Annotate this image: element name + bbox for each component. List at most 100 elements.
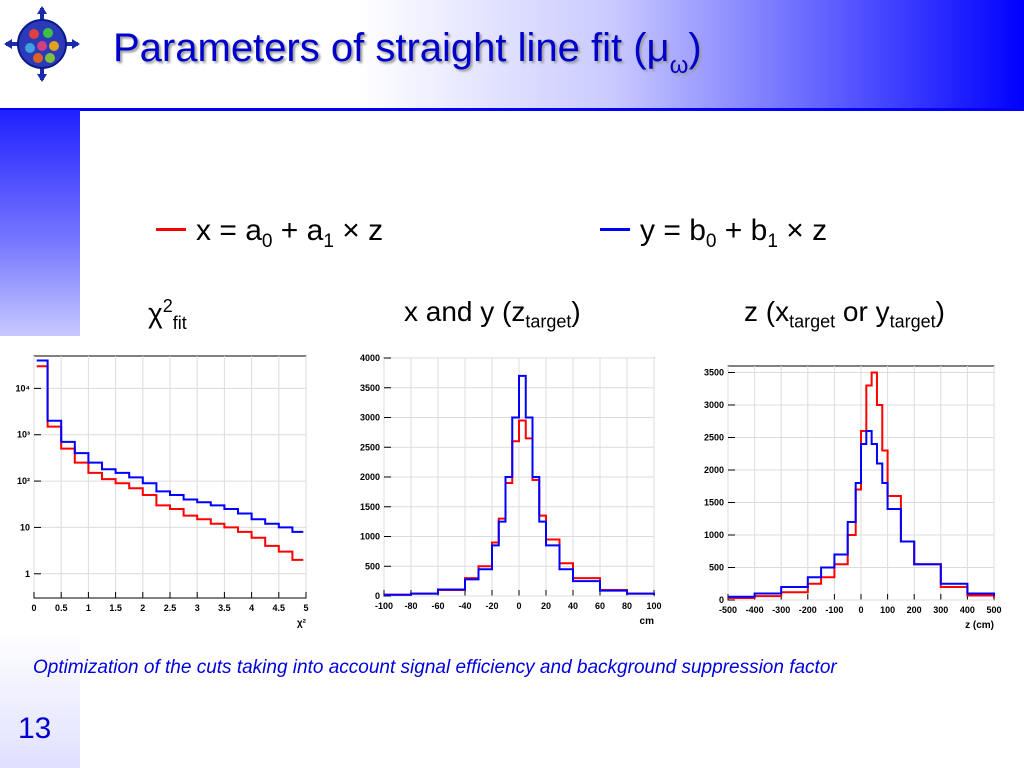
x-tick-label: 0.5 xyxy=(55,603,68,613)
y-tick-label: 1000 xyxy=(704,530,724,540)
x-tick-label: -400 xyxy=(746,605,764,615)
x-tick-label: 80 xyxy=(622,601,632,611)
x-tick-label: 100 xyxy=(646,601,661,611)
series-line-blue xyxy=(384,374,655,596)
page-number: 13 xyxy=(18,712,52,745)
x-tick-label: 400 xyxy=(960,605,975,615)
title-close: ) xyxy=(688,26,702,70)
chi2-label: χ2fit xyxy=(148,296,187,334)
z-label-part: z (x xyxy=(744,296,790,327)
x-axis-label: cm xyxy=(640,616,655,627)
x-tick-label: 0 xyxy=(31,603,36,613)
xy-label-sub: target xyxy=(525,311,572,332)
z-target-histogram-chart: -500 -400 -300 -200 -100 0 100 200 300 400 500 0 500… xyxy=(704,365,1002,631)
y-fit-formula: y = b0 + b1 × z xyxy=(600,214,827,253)
chi2-label-base: χ xyxy=(148,297,163,329)
y-tick-label: 500 xyxy=(365,561,380,571)
z-label: z (xtarget or ytarget) xyxy=(744,296,945,333)
xy-label: x and y (ztarget) xyxy=(404,296,581,333)
x-tick-label: -60 xyxy=(431,601,444,611)
x-tick-label: 100 xyxy=(880,605,895,615)
y-tick-label: 10³ xyxy=(17,430,30,440)
x-fit-formula: x = a0 + a1 × z xyxy=(156,214,383,253)
y-tick-label: 1500 xyxy=(360,502,380,512)
y-tick-label: 4000 xyxy=(360,353,380,363)
x-formula-part: x = a xyxy=(196,214,262,247)
x-tick-label: 0 xyxy=(858,605,863,615)
y-tick-label: 10 xyxy=(20,522,30,532)
chi2-histogram-chart: 0 0.5 1 1.5 2 2.5 3 3.5 4 4.5 5 1 10 10² 10³ 10⁴ χ² xyxy=(16,355,309,629)
x-tick-label: 4.5 xyxy=(273,603,286,613)
y-tick-label: 3500 xyxy=(704,368,724,378)
logo-text: CBM xyxy=(7,84,65,111)
x-tick-label: 3 xyxy=(195,603,200,613)
y-fit-legend-swatch xyxy=(600,227,630,231)
y-tick-label: 1 xyxy=(25,569,30,579)
y-tick-label: 1500 xyxy=(704,498,724,508)
x-formula-part: + a xyxy=(272,214,324,247)
cbm-logo-icon xyxy=(4,6,80,82)
x-tick-label: 4 xyxy=(249,603,254,613)
x-tick-label: 2 xyxy=(140,603,145,613)
y-formula-part: y = b xyxy=(640,214,706,247)
x-tick-label: 200 xyxy=(907,605,922,615)
x-fit-legend-swatch xyxy=(156,227,186,231)
y-formula-part: + b xyxy=(716,214,768,247)
z-label-sub: target xyxy=(789,311,836,332)
x-tick-label: -500 xyxy=(719,605,737,615)
x-tick-label: 1 xyxy=(86,603,91,613)
x-tick-label: -200 xyxy=(799,605,817,615)
y-tick-label: 1000 xyxy=(360,532,380,542)
x-tick-label: 2.5 xyxy=(164,603,177,613)
x-tick-label: -100 xyxy=(825,605,843,615)
y-tick-label: 2000 xyxy=(704,465,724,475)
chi2-label-sup: 2 xyxy=(162,296,173,316)
sidebar-bottom-decoration xyxy=(0,632,80,768)
x-tick-label: 1.5 xyxy=(109,603,122,613)
x-tick-label: 5 xyxy=(303,603,308,613)
y-formula-sub1: 1 xyxy=(767,231,778,252)
x-tick-label: 40 xyxy=(568,601,578,611)
title-subscript: ω xyxy=(669,52,689,79)
y-tick-label: 0 xyxy=(375,591,380,601)
x-tick-label: -300 xyxy=(772,605,790,615)
y-tick-label: 10² xyxy=(17,476,30,486)
y-tick-label: 10⁴ xyxy=(16,383,30,393)
y-tick-label: 0 xyxy=(719,595,724,605)
x-axis-label: z (cm) xyxy=(965,620,994,631)
z-label-part: or y xyxy=(835,296,890,327)
x-tick-label: 60 xyxy=(595,601,605,611)
caption-text: Optimization of the cuts taking into acc… xyxy=(33,657,837,678)
x-formula-sub0: 0 xyxy=(261,231,273,252)
y-tick-label: 2500 xyxy=(360,442,380,452)
series-line-red xyxy=(36,365,304,561)
x-tick-label: -80 xyxy=(404,601,417,611)
x-tick-label: 0 xyxy=(516,601,521,611)
y-tick-label: 2000 xyxy=(360,472,380,482)
x-tick-label: -20 xyxy=(485,601,498,611)
header-divider xyxy=(0,108,1024,111)
chi2-label-sub: fit xyxy=(172,312,187,333)
x-tick-label: -40 xyxy=(458,601,471,611)
x-tick-label: 500 xyxy=(986,605,1001,615)
x-formula-part: × z xyxy=(333,214,384,247)
x-tick-label: 20 xyxy=(541,601,551,611)
header-bar xyxy=(0,0,1024,110)
xy-label-part: x and y (z xyxy=(404,296,526,327)
xy-target-histogram-chart: -100 -80 -60 -40 -20 0 20 40 60 80 100050010001500… xyxy=(360,353,662,627)
sidebar-decoration xyxy=(0,110,80,336)
y-tick-label: 3000 xyxy=(704,400,724,410)
z-label-part: ) xyxy=(935,296,945,327)
series-line-blue xyxy=(36,359,304,533)
z-label-sub: target xyxy=(889,311,936,332)
x-formula-sub1: 1 xyxy=(323,231,334,252)
x-tick-label: 3.5 xyxy=(218,603,231,613)
xy-label-part: ) xyxy=(571,296,581,327)
slide-title: Parameters of straight line fit (μω) xyxy=(113,26,702,79)
title-main: Parameters of straight line fit (μ xyxy=(113,26,670,70)
y-tick-label: 3500 xyxy=(360,383,380,393)
y-tick-label: 500 xyxy=(709,563,724,573)
series-line-blue xyxy=(728,430,995,598)
y-tick-label: 2500 xyxy=(704,433,724,443)
x-tick-label: -100 xyxy=(375,601,393,611)
